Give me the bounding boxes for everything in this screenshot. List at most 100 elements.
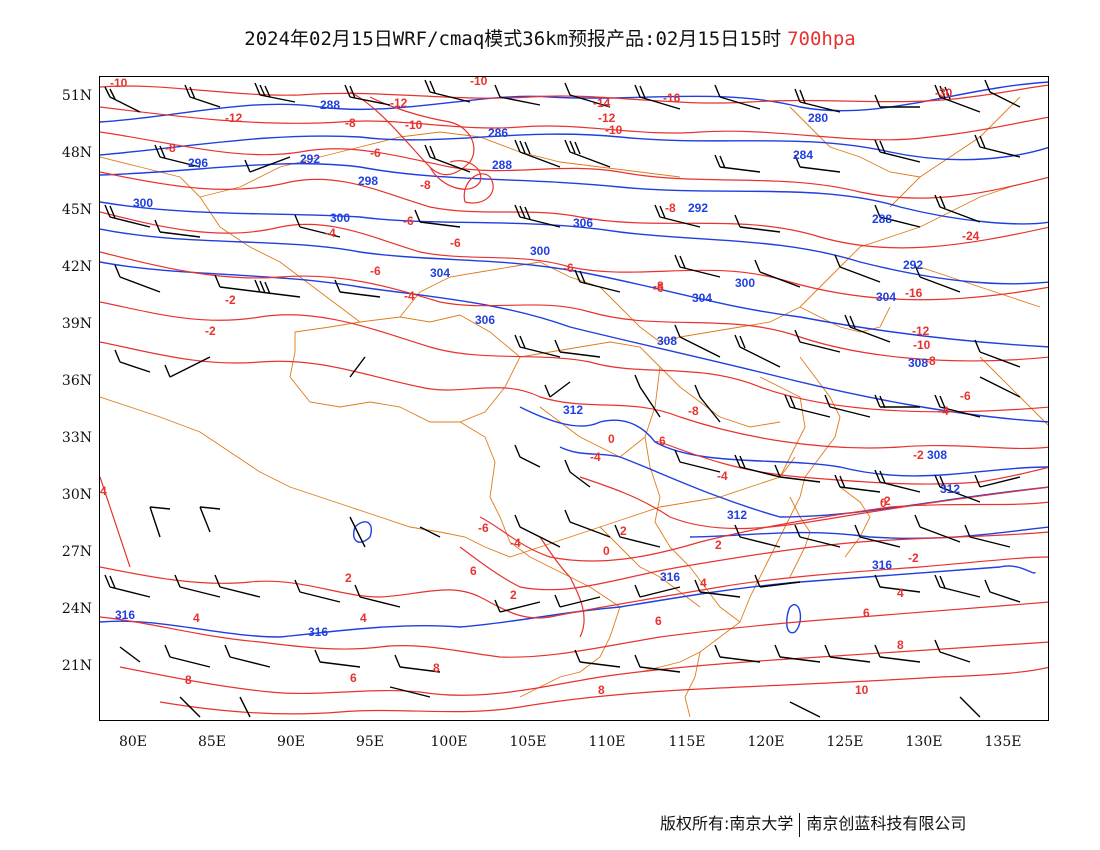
height-label: 300 [133,196,153,210]
lat-label-27n: 27N [61,544,92,560]
lon-label-80e: 80E [118,734,148,750]
temp-label: 2 [715,538,722,552]
height-label: 316 [308,625,328,639]
height-label: 316 [660,570,680,584]
temp-label: -6 [653,281,664,295]
height-label: 300 [330,211,350,225]
temperature-labels: -10 -10 -12 -14 -16 -12 -8 -10 -12 -10 -… [100,77,980,697]
copyright-footer: 版权所有:南京大学 南京创蓝科技有限公司 [660,810,966,837]
height-label: 292 [688,201,708,215]
temp-label: -2 [880,494,891,508]
wind-barbs [104,79,1021,718]
lon-label-130e: 130E [905,734,943,750]
lat-label-36n: 36N [61,373,92,389]
lat-label-39n: 39N [61,316,92,332]
lat-label-21n: 21N [61,658,92,674]
weather-map: 288 286 296 284 280 292 288 298 292 300 … [100,77,1048,718]
temp-label: 2 [620,524,627,538]
lat-label-30n: 30N [61,487,92,503]
temp-label: -10 [913,338,931,352]
temp-label: -6 [450,236,461,250]
temp-label: 0 [608,432,615,446]
temp-label: -8 [345,116,356,130]
temp-label: -8 [420,178,431,192]
temp-label: -8 [688,404,699,418]
temp-label: -6 [478,521,489,535]
lon-label-125e: 125E [826,734,864,750]
height-label: 308 [657,334,677,348]
temp-label: 6 [350,671,357,685]
temp-label: -12 [912,324,930,338]
temp-label: -8 [925,354,936,368]
temp-label: 0 [880,496,887,510]
lat-label-51n: 51N [61,88,92,104]
lon-label-105e: 105E [509,734,547,750]
temp-label: -4 [404,289,415,303]
height-label: 304 [430,266,450,280]
temp-label: -6 [370,264,381,278]
temp-label: -12 [598,111,616,125]
temp-label: -2 [908,551,919,565]
temp-label: 2 [345,571,352,585]
lon-label-85e: 85E [197,734,227,750]
temp-label: -10 [405,118,423,132]
height-label: 312 [727,508,747,522]
temp-label: -2 [913,448,924,462]
temp-label: -8 [665,201,676,215]
height-label: 288 [492,158,512,172]
temp-label: -2 [205,324,216,338]
temp-label: -4 [510,536,521,550]
temp-label: 4 [193,611,200,625]
lat-label-48n: 48N [61,145,92,161]
height-label: 292 [300,152,320,166]
lon-label-95e: 95E [355,734,385,750]
height-label: 280 [808,111,828,125]
title-level: 700hpa [787,28,856,50]
temp-label: -6 [960,389,971,403]
temp-label: -14 [593,96,611,110]
temp-label: 4 [100,484,107,498]
height-label: 286 [488,126,508,140]
temperature-contours [100,84,1048,715]
lon-label-90e: 90E [276,734,306,750]
temp-label: -16 [905,286,923,300]
temp-label: 8 [433,661,440,675]
height-label: 312 [563,403,583,417]
temp-label: -2 [225,293,236,307]
lon-label-120e: 120E [747,734,785,750]
temp-label: 8 [897,638,904,652]
height-label: 296 [188,156,208,170]
temp-label: -8 [653,279,664,293]
lat-label-33n: 33N [61,430,92,446]
lon-label-100e: 100E [430,734,468,750]
height-label: 288 [872,212,892,226]
temp-label: -12 [225,111,243,125]
height-label: 316 [872,558,892,572]
temp-label: -16 [663,91,681,105]
title-text: 2024年02月15日WRF/cmaq模式36km预报产品:02月15日15时 [244,28,782,50]
height-label: 306 [475,313,495,327]
height-label: 308 [908,356,928,370]
map-area: 288 286 296 284 280 292 288 298 292 300 … [99,76,1049,721]
copyright-right: 南京创蓝科技有限公司 [806,814,967,833]
temp-label: -10 [470,77,488,88]
temp-label: -6 [655,434,666,448]
temp-label: 8 [598,683,605,697]
height-label: 304 [876,290,896,304]
height-contours [100,81,1048,638]
copyright-left: 版权所有:南京大学 [660,814,794,833]
temp-label: -8 [165,141,176,155]
height-label: 312 [940,482,960,496]
temp-label: 2 [510,588,517,602]
temp-label: -10 [110,77,128,90]
temp-label: -6 [370,146,381,160]
height-label: 300 [735,276,755,290]
height-label: 288 [320,98,340,112]
lat-label-24n: 24N [61,601,92,617]
temp-label: -24 [962,229,980,243]
temp-label: -6 [563,261,574,275]
temp-label: -30 [935,86,953,100]
height-labels: 288 286 296 284 280 292 288 298 292 300 … [115,98,960,639]
temp-label: 6 [863,606,870,620]
temp-label: 4 [897,586,904,600]
